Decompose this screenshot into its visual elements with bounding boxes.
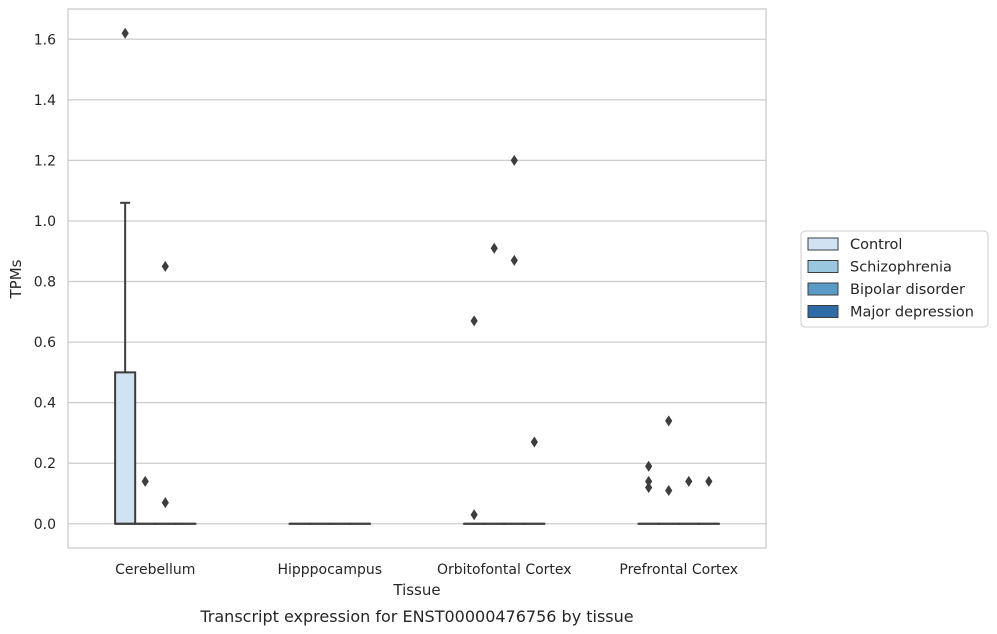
plot-frame (67, 8, 767, 549)
outlier-point (490, 242, 498, 254)
box-group (637, 460, 660, 525)
outlier-point (665, 484, 673, 496)
x-axis-title: Tissue (392, 581, 440, 599)
box-group (114, 27, 137, 525)
legend: Control Schizophrenia Bipolar disorder Majo… (800, 230, 989, 328)
box-group (523, 436, 546, 525)
x-tick-label: Orbitofontal Cortex (437, 562, 572, 578)
legend-label: Schizophrenia (850, 260, 952, 276)
x-tick-label: Prefrontal Cortex (619, 562, 738, 578)
outlier-point (121, 27, 129, 39)
outlier-point (161, 260, 169, 272)
y-tick-label: 1.2 (34, 153, 56, 169)
outlier-point (510, 254, 518, 266)
y-tick-label: 0.0 (34, 517, 56, 533)
outlier-point (530, 436, 538, 448)
legend-frame (800, 230, 989, 328)
y-tick-label: 0.6 (34, 335, 56, 351)
legend-swatch (807, 305, 839, 318)
y-tick-label: 0.4 (34, 396, 56, 412)
box-group (677, 475, 700, 525)
legend-swatch (807, 237, 839, 251)
legend-swatch (807, 260, 839, 273)
legend-items: Control Schizophrenia Bipolar disorder Majo… (807, 237, 974, 321)
outlier-point (510, 154, 518, 166)
legend-label: Control (850, 237, 902, 253)
legend-label: Major depression (850, 305, 974, 321)
outlier-point (470, 315, 478, 327)
box-group (657, 415, 680, 525)
y-tick-label: 1.4 (34, 93, 56, 109)
legend-swatch (807, 282, 839, 296)
outlier-point (141, 475, 149, 487)
y-tick-label: 0.2 (34, 456, 56, 472)
outlier-point (161, 497, 169, 509)
outlier-point (665, 415, 673, 427)
box-group (154, 260, 177, 525)
legend-label: Bipolar disorder (850, 282, 965, 298)
outlier-point (645, 460, 653, 472)
y-axis-title: TPMs (7, 259, 25, 299)
outlier-point (705, 475, 713, 487)
box-plot-marks (114, 27, 720, 525)
outlier-point (685, 475, 693, 487)
box-group (463, 315, 486, 525)
grid-lines (68, 38, 766, 525)
x-tick-labels: Cerebellum Hipppocampus Orbitofontal Corte… (115, 562, 738, 578)
box-group (134, 475, 157, 525)
outlier-point (645, 475, 653, 487)
box-group (503, 154, 526, 525)
box-group (697, 475, 720, 525)
y-tick-label: 1.0 (34, 214, 56, 230)
x-tick-label: Hipppocampus (277, 562, 382, 578)
y-tick-labels: 0.0 0.2 0.4 0.6 0.8 1.0 1.2 1.4 1.6 (34, 32, 56, 532)
box-group (483, 242, 506, 525)
outlier-point (470, 509, 478, 521)
box (114, 371, 137, 525)
x-tick-label: Cerebellum (115, 562, 195, 578)
outlier-point (645, 481, 653, 493)
y-tick-label: 0.8 (34, 275, 56, 291)
chart-caption: Transcript expression for ENST0000047675… (199, 607, 633, 626)
y-tick-label: 1.6 (34, 32, 56, 48)
